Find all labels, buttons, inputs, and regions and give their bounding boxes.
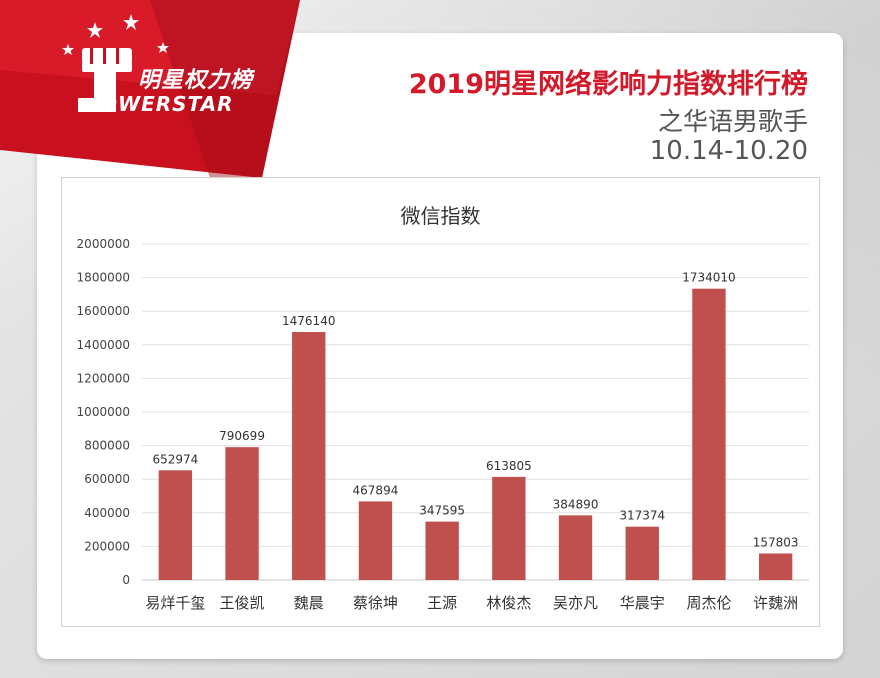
chart-title: 微信指数: [400, 204, 481, 228]
x-tick-label: 蔡徐坤: [353, 594, 398, 612]
x-tick-label: 魏晨: [294, 594, 324, 612]
x-tick-label: 易烊千玺: [145, 594, 205, 612]
y-tick-label: 2000000: [77, 237, 130, 251]
bar: [558, 515, 593, 580]
y-tick-label: 1600000: [77, 304, 130, 318]
page-title: 2019明星网络影响力指数排行榜: [408, 69, 808, 100]
bar: [158, 470, 193, 580]
star-icon: [87, 22, 103, 38]
x-tick-label: 华晨宇: [620, 594, 665, 612]
y-tick-label: 600000: [84, 472, 130, 486]
logo-text-cn: 明星权力榜: [138, 68, 254, 93]
data-label: 652974: [152, 452, 198, 466]
data-label: 613805: [486, 459, 532, 473]
y-tick-label: 200000: [84, 539, 130, 553]
y-tick-label: 1400000: [77, 338, 130, 352]
y-tick-label: 1800000: [77, 271, 130, 285]
logo-banner: [0, 0, 300, 178]
data-label: 1476140: [282, 314, 335, 328]
data-label: 384890: [553, 497, 599, 511]
x-tick-label: 王俊凯: [220, 594, 265, 612]
star-icon: [157, 42, 169, 53]
data-label: 467894: [353, 483, 399, 497]
bar: [692, 288, 726, 580]
data-label: 347595: [419, 504, 465, 518]
y-tick-label: 1200000: [77, 371, 130, 385]
y-tick-label: 400000: [84, 506, 130, 520]
x-tick-label: 王源: [427, 594, 457, 612]
data-label: 1734010: [682, 271, 735, 285]
x-tick-label: 许魏洲: [753, 594, 798, 612]
bar: [425, 521, 459, 580]
page-subtitle: 之华语男歌手: [657, 107, 808, 136]
x-tick-label: 吴亦凡: [553, 594, 598, 612]
star-icon: [123, 14, 139, 30]
y-tick-label: 1000000: [77, 405, 130, 419]
data-label: 790699: [219, 429, 265, 443]
bar: [292, 332, 326, 580]
data-label: 317374: [619, 509, 665, 523]
x-tick-label: 林俊杰: [486, 594, 531, 612]
fist-icon: [78, 48, 132, 112]
data-label: 157803: [753, 535, 799, 549]
x-tick-label: 周杰伦: [686, 594, 731, 612]
date-range: 10.14-10.20: [649, 136, 808, 166]
y-tick-label: 0: [122, 573, 130, 587]
bar: [758, 553, 793, 580]
chart-frame: 微信指数 0 200000 400000 600000 800000 1000000 120…: [61, 177, 820, 627]
bar: [625, 526, 659, 580]
logo-text-en: OWERSTAR: [100, 92, 234, 116]
bar-chart: 0 200000 400000 600000 800000 1000000 1200000 1…: [77, 237, 809, 612]
bar: [225, 447, 259, 580]
bar: [358, 501, 393, 580]
y-tick-label: 800000: [84, 439, 130, 453]
bar: [492, 476, 526, 580]
star-icon: [62, 44, 74, 55]
